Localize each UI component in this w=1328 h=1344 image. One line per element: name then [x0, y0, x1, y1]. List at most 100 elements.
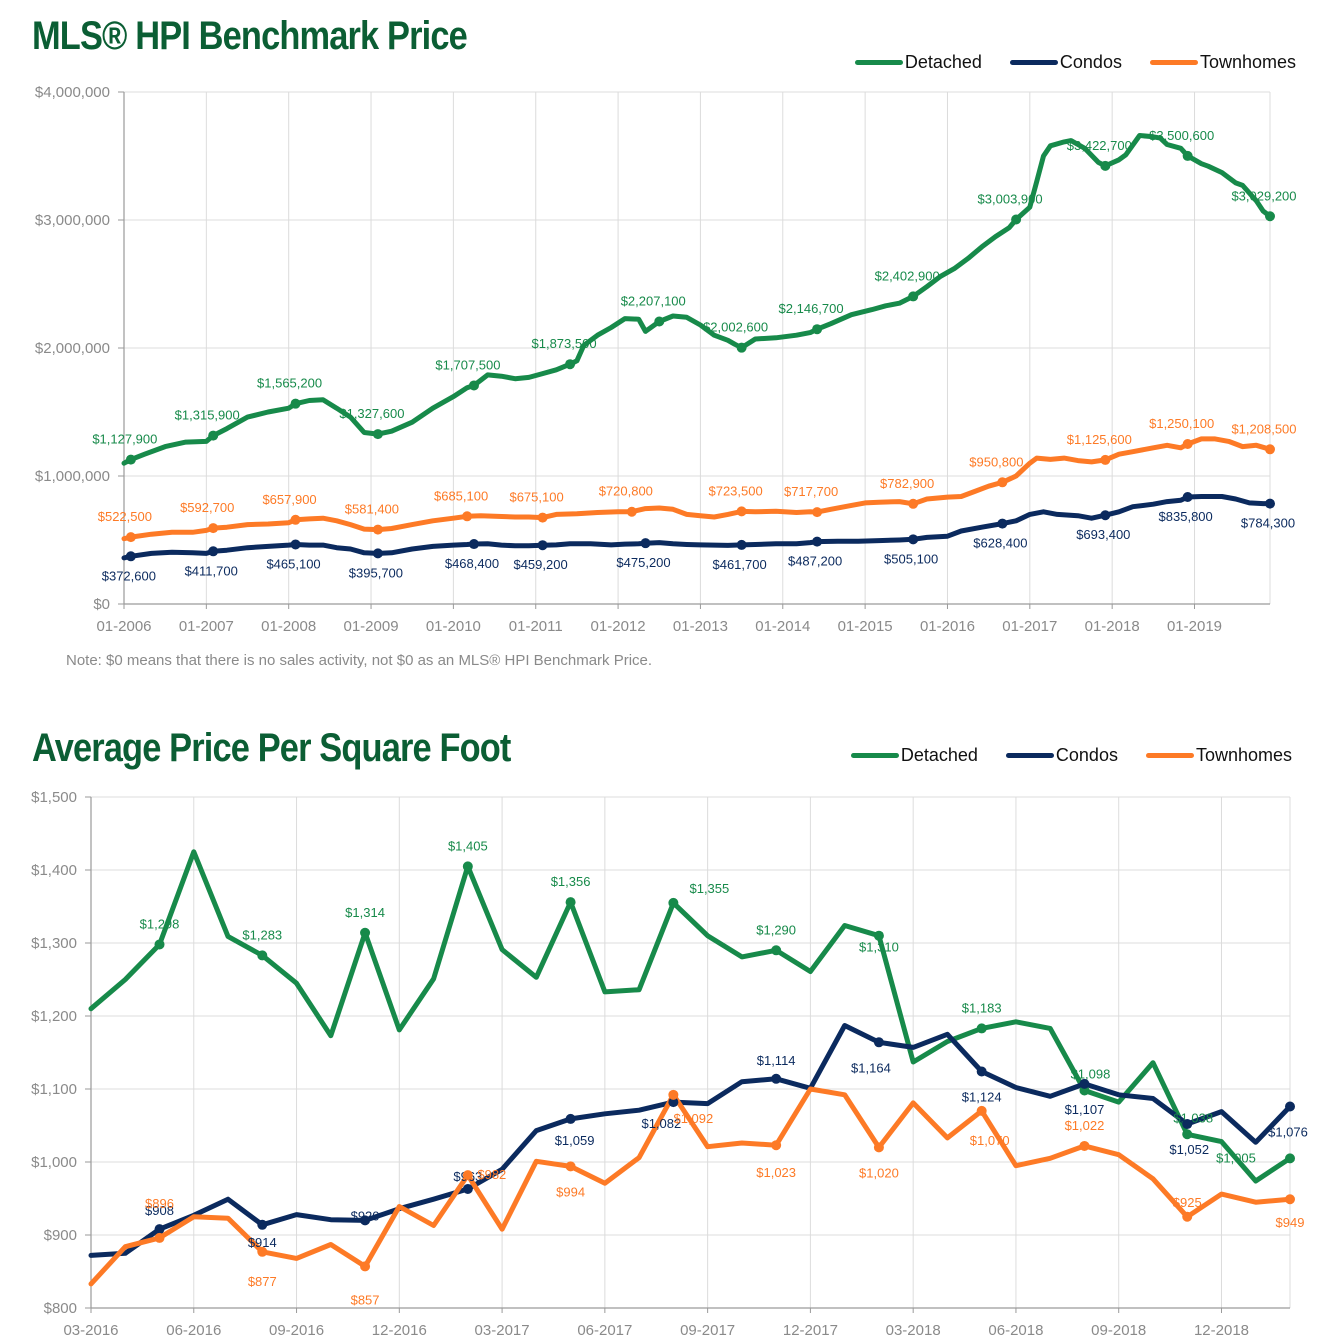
data-point-townhomes: [290, 514, 301, 525]
data-point-townhomes: [125, 532, 136, 543]
data-point-condos: [257, 1219, 268, 1230]
data-point-townhomes: [997, 477, 1008, 488]
data-label-detached: $1,310: [859, 940, 899, 955]
x-tick-label: 01-2008: [261, 618, 316, 635]
data-point-condos: [812, 536, 823, 547]
data-label-condos: $1,164: [851, 1060, 891, 1075]
data-point-townhomes: [1100, 454, 1111, 465]
data-point-condos: [873, 1037, 884, 1048]
data-point-condos: [462, 1184, 473, 1195]
data-label-detached: $1,183: [962, 1000, 1002, 1015]
data-point-townhomes: [976, 1105, 987, 1116]
data-point-condos: [565, 1113, 576, 1124]
chart-title-price-per-sqft: Average Price Per Square Foot: [32, 726, 511, 770]
x-tick-label: 06-2018: [988, 1322, 1043, 1339]
data-point-detached: [372, 429, 383, 440]
data-point-townhomes: [1079, 1140, 1090, 1151]
data-label-townhomes: $685,100: [434, 488, 488, 503]
data-label-condos: $914: [248, 1235, 277, 1250]
chart-note: Note: $0 means that there is no sales ac…: [66, 652, 653, 669]
legend-swatch-detached: [850, 753, 899, 758]
data-label-detached: $1,873,500: [532, 336, 597, 351]
data-label-detached: $1,356: [551, 874, 591, 889]
y-tick-label: $0: [93, 596, 110, 613]
data-point-townhomes: [1265, 444, 1275, 455]
legend-label-townhomes: Townhomes: [1195, 745, 1292, 765]
data-point-detached: [468, 380, 479, 391]
data-point-condos: [668, 1097, 679, 1108]
data-label-townhomes: $1,070: [970, 1133, 1010, 1148]
data-label-townhomes: $994: [556, 1184, 585, 1199]
data-point-detached: [462, 861, 473, 872]
data-label-condos: $1,059: [555, 1133, 595, 1148]
x-tick-label: 01-2019: [1167, 618, 1222, 635]
y-tick-label: $800: [44, 1300, 77, 1317]
data-label-condos: $468,400: [445, 556, 499, 571]
data-point-detached: [736, 342, 747, 353]
data-label-condos: $372,600: [102, 568, 156, 583]
data-point-detached: [290, 398, 301, 409]
data-point-condos: [154, 1224, 165, 1235]
data-point-detached: [1285, 1153, 1295, 1164]
y-tick-label: $2,000,000: [35, 340, 110, 357]
legend-item-condos: Condos: [1005, 745, 1118, 766]
data-label-detached: $1,314: [345, 905, 385, 920]
data-label-townhomes: $1,125,600: [1067, 432, 1132, 447]
data-label-townhomes: $1,092: [673, 1111, 713, 1126]
data-point-condos: [1182, 492, 1193, 503]
data-point-condos: [640, 538, 651, 549]
data-point-detached: [1182, 150, 1193, 161]
data-label-townhomes: $896: [145, 1196, 174, 1211]
x-tick-label: 01-2009: [344, 618, 399, 635]
y-tick-label: $1,400: [31, 862, 77, 879]
data-label-townhomes: $782,900: [880, 476, 934, 491]
data-label-townhomes: $1,208,500: [1231, 421, 1296, 436]
data-point-detached: [812, 324, 823, 335]
data-label-condos: $784,300: [1241, 516, 1295, 531]
data-point-condos: [1182, 1119, 1193, 1130]
data-point-condos: [537, 540, 548, 551]
series-line-condos: [121, 494, 1273, 561]
data-label-townhomes: $675,100: [509, 490, 563, 505]
data-point-detached: [360, 927, 371, 938]
data-label-detached: $1,355: [689, 881, 729, 896]
x-tick-label: 01-2018: [1085, 618, 1140, 635]
data-point-detached: [257, 950, 268, 961]
data-point-townhomes: [208, 523, 219, 534]
data-point-townhomes: [257, 1246, 268, 1257]
data-point-townhomes: [626, 506, 637, 517]
data-label-townhomes: $1,023: [756, 1165, 796, 1180]
data-label-detached: $1,283: [242, 927, 282, 942]
data-label-detached: $1,298: [140, 916, 180, 931]
data-point-detached: [1011, 214, 1022, 225]
y-tick-label: $1,000,000: [35, 468, 110, 485]
data-label-townhomes: $717,700: [784, 484, 838, 499]
x-tick-label: 12-2018: [1194, 1322, 1249, 1339]
legend-label-condos: Condos: [1055, 745, 1118, 765]
data-point-townhomes: [736, 506, 747, 517]
series-line-detached: [121, 133, 1273, 466]
data-label-detached: $1,707,500: [435, 357, 500, 372]
legend-label-townhomes: Townhomes: [1199, 52, 1296, 72]
data-point-condos: [976, 1066, 987, 1077]
data-point-detached: [565, 359, 576, 370]
data-point-detached: [1100, 160, 1111, 171]
data-label-condos: $395,700: [349, 565, 403, 580]
data-label-condos: $1,082: [641, 1116, 681, 1131]
data-point-condos: [208, 546, 219, 557]
data-point-townhomes: [908, 498, 919, 509]
data-label-townhomes: $592,700: [180, 500, 234, 515]
y-tick-label: $1,500: [31, 789, 77, 806]
data-point-townhomes: [873, 1142, 884, 1153]
x-tick-label: 06-2016: [166, 1322, 221, 1339]
legend-item-condos: Condos: [1009, 52, 1122, 73]
data-point-condos: [908, 534, 919, 545]
data-point-townhomes: [1182, 438, 1193, 449]
data-label-townhomes: $949: [1276, 1215, 1305, 1230]
data-point-townhomes: [771, 1140, 782, 1151]
data-point-townhomes: [1285, 1194, 1295, 1205]
data-point-townhomes: [668, 1089, 679, 1100]
legend-item-townhomes: Townhomes: [1145, 745, 1292, 766]
data-point-condos: [372, 548, 383, 559]
data-label-condos: $459,200: [513, 557, 567, 572]
